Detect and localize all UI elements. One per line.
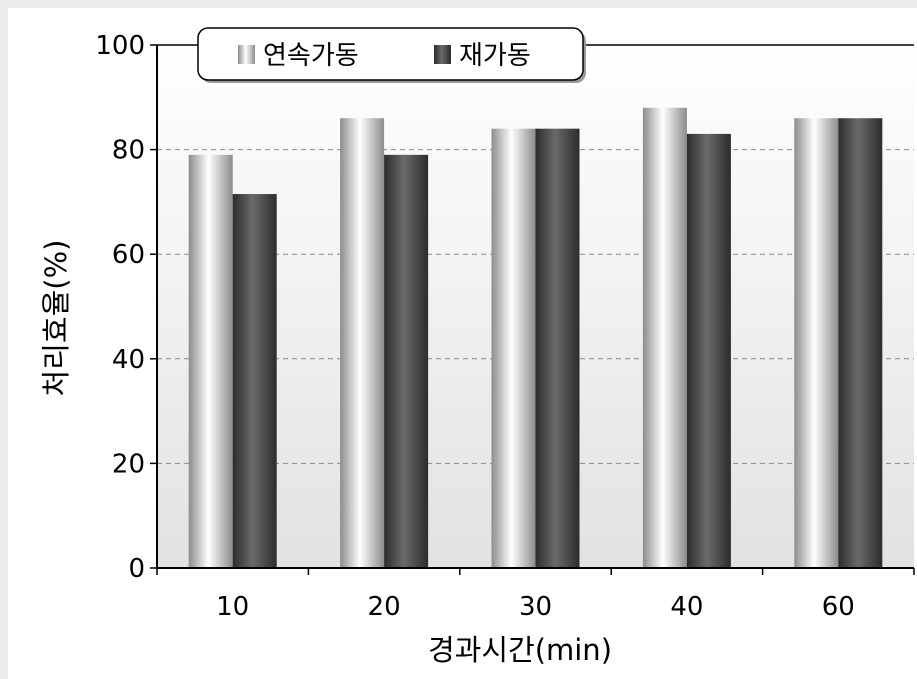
y-axis-label: 처리효율(%): [39, 240, 73, 397]
legend: 연속가동 재가동: [197, 27, 586, 83]
x-tick-label: 30: [519, 592, 552, 622]
x-tick-label: 20: [368, 592, 401, 622]
x-tick-label: 10: [216, 592, 249, 622]
x-tick-label: 40: [670, 592, 703, 622]
y-tick-label: 60: [112, 240, 145, 270]
y-tick-label: 40: [112, 345, 145, 375]
x-axis-label: 경과시간(min): [428, 633, 612, 667]
x-tick-label: 60: [822, 592, 855, 622]
bar-series1-10: [188, 154, 233, 568]
legend-swatch: [434, 45, 451, 64]
bar-series2-20: [384, 154, 429, 568]
bar-series1-30: [491, 128, 536, 568]
bar-series1-60: [794, 118, 839, 568]
bar-series2-30: [535, 128, 580, 568]
bar-series2-40: [686, 133, 731, 568]
bar-series1-40: [642, 107, 687, 568]
bar-series2-10: [232, 194, 277, 568]
y-tick-label: 0: [128, 554, 145, 584]
tick-labels: 0 20 40 60 80 100 10 20 30 40 60: [95, 31, 854, 622]
legend-box: [197, 27, 584, 81]
y-tick-label: 80: [112, 136, 145, 166]
legend-label: 연속가동: [263, 41, 359, 71]
chart-container: 0 20 40 60 80 100 10 20 30 40 60 연속가동 재가동 처리효율(%) 경…: [8, 8, 917, 679]
bar-series1-20: [340, 118, 385, 568]
y-tick-label: 100: [95, 31, 145, 61]
bar-chart: 0 20 40 60 80 100 10 20 30 40 60 연속가동 재가동 처리효율(%) 경…: [39, 27, 915, 667]
legend-label: 재가동: [459, 41, 531, 71]
bar-series2-60: [838, 118, 883, 568]
bars: [188, 107, 883, 568]
legend-swatch: [238, 45, 255, 64]
y-tick-label: 20: [112, 449, 145, 479]
